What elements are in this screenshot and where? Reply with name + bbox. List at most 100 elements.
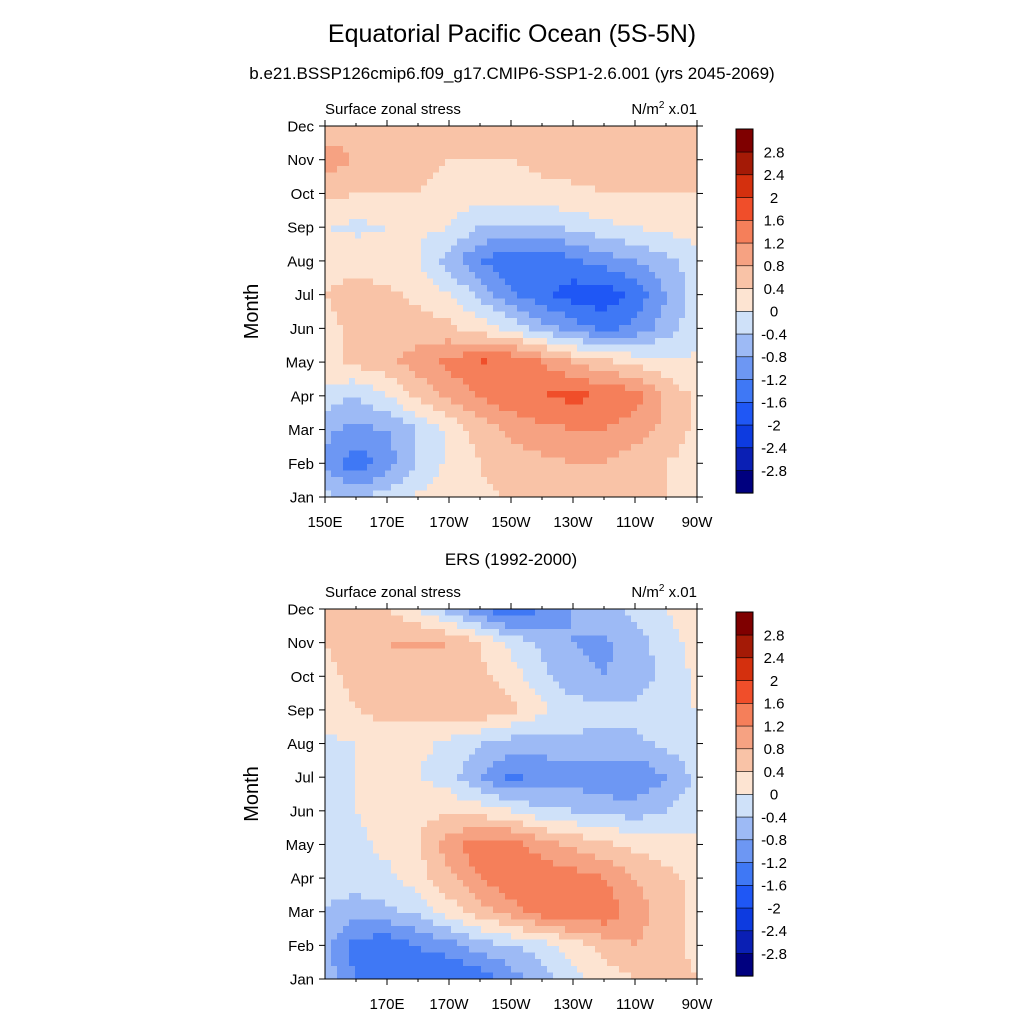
contour-cell [397, 470, 404, 478]
contour-cell [691, 450, 698, 458]
contour-cell [391, 714, 398, 722]
contour-cell [337, 721, 344, 729]
contour-cell [349, 490, 356, 498]
contour-cell [331, 324, 338, 332]
contour-cell [679, 331, 686, 339]
contour-cell [505, 430, 512, 438]
contour-cell [409, 338, 416, 346]
contour-cell [523, 357, 530, 366]
contour-cell [667, 357, 674, 366]
contour-cell [565, 470, 572, 478]
contour-cell [379, 205, 386, 213]
contour-cell [619, 642, 626, 650]
contour-cell [637, 668, 644, 676]
contour-cell [373, 132, 380, 140]
contour-cell [385, 694, 392, 703]
contour-cell [511, 218, 518, 226]
contour-cell [385, 648, 392, 656]
contour-cell [367, 628, 374, 637]
contour-cell [493, 357, 500, 366]
contour-cell [679, 251, 686, 260]
contour-cell [583, 291, 590, 299]
contour-cell [385, 245, 392, 253]
contour-cell [529, 747, 536, 755]
contour-cell [661, 668, 668, 676]
contour-cell [619, 477, 626, 485]
contour-cell [631, 338, 638, 346]
contour-cell [349, 642, 356, 650]
contour-cell [355, 377, 362, 385]
contour-cell [325, 212, 332, 220]
contour-cell [331, 457, 338, 465]
contour-cell [511, 324, 518, 332]
contour-cell [391, 212, 398, 220]
contour-cell [379, 701, 386, 709]
contour-cell [565, 318, 572, 326]
contour-cell [451, 694, 458, 703]
contour-cell [589, 622, 596, 630]
contour-cell [667, 417, 674, 425]
contour-cell [673, 675, 680, 683]
contour-cell [577, 648, 584, 656]
contour-cell [637, 311, 644, 319]
contour-cell [367, 245, 374, 253]
contour-cell [511, 444, 518, 452]
contour-cell [505, 318, 512, 326]
contour-cell [661, 298, 668, 306]
contour-cell [499, 238, 506, 246]
contour-cell [547, 463, 554, 472]
contour-cell [409, 741, 416, 749]
contour-cell [409, 172, 416, 180]
contour-cell [589, 225, 596, 233]
contour-cell [571, 622, 578, 630]
contour-cell [445, 727, 452, 736]
contour-cell [529, 417, 536, 425]
contour-cell [673, 165, 680, 173]
contour-cell [637, 338, 644, 346]
contour-cell [481, 198, 488, 207]
contour-cell [409, 688, 416, 696]
contour-cell [601, 417, 608, 425]
contour-cell [607, 318, 614, 326]
contour-cell [361, 747, 368, 755]
contour-cell [643, 661, 650, 670]
contour-cell [355, 714, 362, 722]
contour-cell [355, 708, 362, 716]
contour-cell [325, 331, 332, 339]
contour-cell [421, 668, 428, 676]
contour-cell [409, 245, 416, 253]
contour-cell [541, 404, 548, 412]
contour-cell [643, 265, 650, 273]
contour-cell [379, 126, 386, 134]
contour-cell [379, 258, 386, 266]
contour-cell [511, 338, 518, 346]
contour-cell [571, 747, 578, 755]
contour-cell [433, 298, 440, 306]
contour-cell [649, 245, 656, 253]
contour-cell [439, 741, 446, 749]
contour-cell [397, 397, 404, 405]
contour-cell [529, 132, 536, 140]
contour-cell [535, 734, 542, 742]
contour-cell [595, 391, 602, 399]
contour-cell [415, 668, 422, 676]
contour-cell [433, 245, 440, 253]
contour-cell [361, 265, 368, 273]
contour-cell [349, 463, 356, 472]
contour-cell [361, 490, 368, 498]
contour-cell [595, 377, 602, 385]
contour-cell [355, 258, 362, 266]
contour-cell [349, 470, 356, 478]
contour-cell [643, 404, 650, 412]
contour-cell [541, 741, 548, 749]
contour-cell [691, 165, 698, 173]
contour-cell [463, 642, 470, 650]
contour-cell [391, 483, 398, 491]
contour-cell [631, 463, 638, 472]
contour-cell [451, 727, 458, 736]
contour-cell [583, 344, 590, 352]
contour-cell [331, 212, 338, 220]
contour-cell [607, 681, 614, 689]
contour-cell [559, 470, 566, 478]
contour-cell [589, 457, 596, 465]
